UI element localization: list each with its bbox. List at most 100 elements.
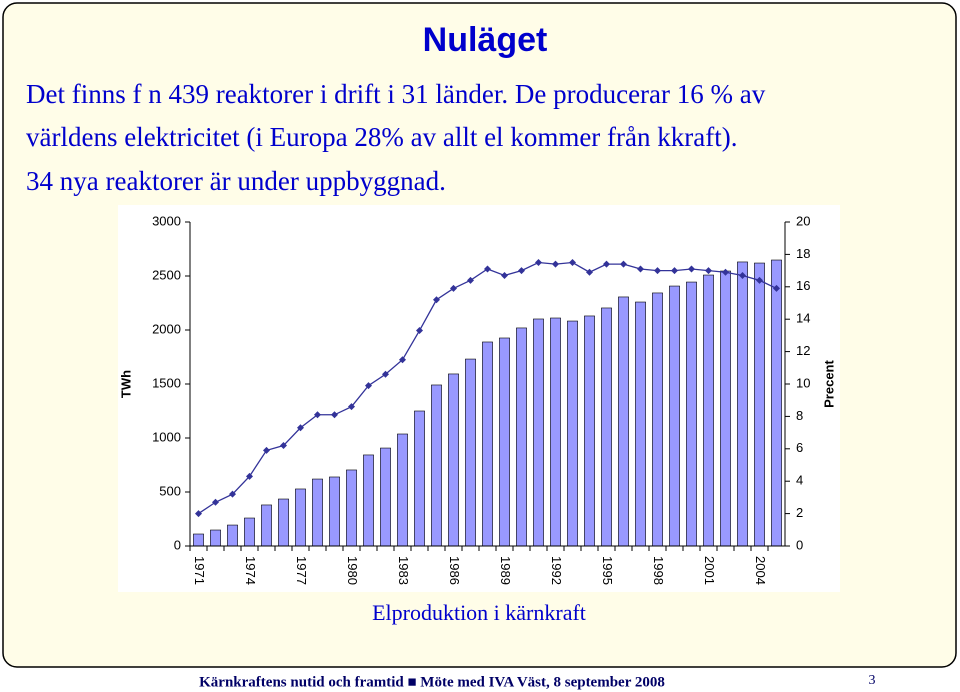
x-tick-label: 1977: [294, 556, 309, 585]
y-tick-label: 2000: [152, 321, 181, 336]
bar: [312, 478, 323, 547]
bar: [278, 498, 289, 547]
x-tick-label: 1989: [498, 556, 513, 585]
bar: [448, 373, 459, 547]
line-marker: [297, 424, 304, 432]
line-marker: [518, 267, 525, 275]
chart-area: [118, 205, 840, 592]
bar: [635, 301, 646, 547]
line-marker: [637, 265, 644, 273]
line-marker: [654, 267, 661, 275]
y-tick-label: 0: [174, 537, 181, 552]
bar: [414, 410, 425, 547]
x-tick-label: 2004: [753, 556, 768, 585]
line-marker: [620, 260, 627, 268]
x-tick-label: 1995: [600, 556, 615, 585]
line-marker: [433, 296, 440, 304]
line-marker: [314, 411, 321, 419]
bar: [465, 358, 476, 547]
body-line: 34 nya reaktorer är under uppbyggnad.: [26, 166, 446, 196]
y-tick-label: 2500: [152, 267, 181, 282]
line-marker: [569, 259, 576, 266]
line-marker: [501, 271, 508, 279]
bar: [584, 315, 595, 547]
y2-tick-label: 16: [796, 278, 810, 293]
bar: [686, 281, 697, 547]
y-tick-label: 500: [159, 483, 181, 498]
bar: [652, 292, 663, 547]
line-marker: [688, 265, 695, 273]
line-marker: [450, 284, 457, 292]
line-marker: [365, 382, 372, 390]
y-tick-label: 1000: [152, 429, 181, 444]
y-tick-label: 1500: [152, 375, 181, 390]
line-marker: [195, 510, 202, 518]
bar: [431, 384, 442, 547]
y-axis-label: TWh: [118, 370, 133, 398]
bar: [703, 274, 714, 547]
chart-caption: Elproduktion i kärnkraft: [372, 600, 586, 625]
line-marker: [705, 267, 712, 275]
y2-tick-label: 2: [796, 505, 803, 520]
x-tick-label: 1983: [396, 556, 411, 585]
bar: [737, 261, 748, 547]
bar: [210, 529, 221, 547]
x-tick-label: 1974: [243, 556, 258, 585]
y2-tick-label: 20: [796, 213, 810, 228]
line-marker: [280, 442, 287, 450]
y2-tick-label: 12: [796, 343, 810, 358]
line-marker: [416, 327, 423, 335]
line-marker: [348, 403, 355, 411]
bar: [244, 517, 255, 547]
y2-tick-label: 14: [796, 311, 810, 326]
line-marker: [671, 267, 678, 275]
bar: [601, 307, 612, 547]
line-marker: [756, 276, 763, 284]
x-tick-label: 1986: [447, 556, 462, 585]
bar: [533, 318, 544, 547]
bar: [295, 488, 306, 547]
bar: [618, 296, 629, 547]
line-marker: [603, 260, 610, 268]
body-line: Det finns f n 439 reaktorer i drift i 31…: [26, 79, 766, 109]
bar: [516, 327, 527, 547]
body-line: världens elektricitet (i Europa 28% av a…: [26, 122, 737, 152]
y2-tick-label: 10: [796, 375, 810, 390]
line-marker: [263, 446, 270, 454]
line-marker: [399, 356, 406, 364]
bar: [193, 533, 204, 547]
bar: [346, 469, 357, 547]
line-marker: [773, 284, 780, 292]
y2-tick-label: 18: [796, 246, 810, 261]
bar: [261, 504, 272, 547]
bar: [499, 337, 510, 547]
x-tick-label: 1971: [192, 556, 207, 585]
bar: [227, 524, 238, 547]
line-marker: [382, 370, 389, 378]
bar: [669, 285, 680, 547]
bar: [482, 341, 493, 547]
line-marker: [484, 265, 491, 273]
x-tick-label: 2001: [702, 556, 717, 585]
y2-tick-label: 8: [796, 408, 803, 423]
bar: [363, 454, 374, 547]
bar: [720, 270, 731, 547]
x-tick-label: 1998: [651, 556, 666, 585]
bar: [754, 262, 765, 547]
footer: Kärnkraftens nutid och framtid ■ Möte me…: [199, 674, 665, 690]
x-tick-label: 1980: [345, 556, 360, 585]
bar: [550, 317, 561, 547]
line-marker: [722, 268, 729, 276]
bar: [380, 447, 391, 547]
x-tick-label: 1992: [549, 556, 564, 585]
bar: [771, 259, 782, 547]
line-marker: [586, 268, 593, 276]
bar: [329, 476, 340, 547]
line-marker: [246, 472, 253, 480]
line-marker: [467, 276, 474, 284]
y2-tick-label: 4: [796, 473, 803, 488]
bar: [567, 320, 578, 547]
bar: [397, 433, 408, 547]
page-number: 3: [869, 673, 876, 688]
